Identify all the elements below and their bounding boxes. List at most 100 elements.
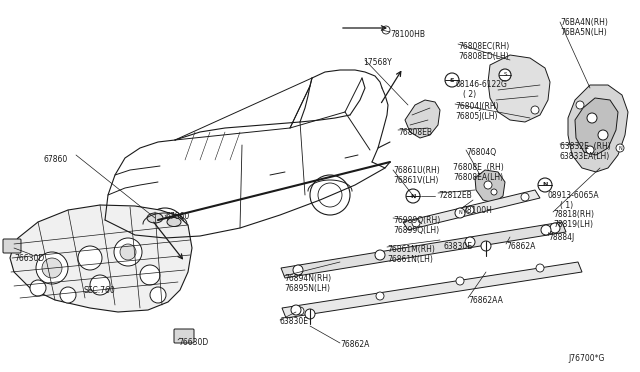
Circle shape (291, 305, 301, 315)
Circle shape (60, 287, 76, 303)
Polygon shape (488, 55, 550, 122)
Text: 08913-6065A: 08913-6065A (548, 191, 600, 200)
Text: 76804Q: 76804Q (466, 148, 496, 157)
Circle shape (296, 307, 304, 315)
Circle shape (481, 241, 491, 251)
Circle shape (586, 146, 594, 154)
Circle shape (455, 208, 465, 218)
Text: 76894N(RH): 76894N(RH) (284, 274, 331, 283)
Circle shape (456, 277, 464, 285)
Circle shape (376, 292, 384, 300)
Polygon shape (281, 222, 566, 278)
Text: 78100H: 78100H (462, 206, 492, 215)
Text: 63830E: 63830E (280, 317, 309, 326)
Text: 78818(RH): 78818(RH) (553, 210, 594, 219)
Text: N: N (458, 211, 462, 215)
Polygon shape (475, 170, 505, 203)
Circle shape (382, 26, 390, 34)
Text: 76861M(RH): 76861M(RH) (387, 245, 435, 254)
Circle shape (375, 250, 385, 260)
Text: 76989Q(RH): 76989Q(RH) (393, 216, 440, 225)
Text: 76899Q(LH): 76899Q(LH) (393, 226, 439, 235)
Circle shape (491, 189, 497, 195)
Text: 76895N(LH): 76895N(LH) (284, 284, 330, 293)
Circle shape (598, 130, 608, 140)
Text: 67860: 67860 (44, 155, 68, 164)
Text: 76861N(LH): 76861N(LH) (387, 255, 433, 264)
Circle shape (310, 175, 350, 215)
Circle shape (465, 237, 475, 247)
Text: 72812EB: 72812EB (438, 191, 472, 200)
Text: J76700*G: J76700*G (568, 354, 604, 363)
Text: 63830E: 63830E (444, 242, 473, 251)
Text: 63833EA(LH): 63833EA(LH) (560, 152, 611, 161)
Circle shape (293, 265, 303, 275)
Text: N: N (410, 193, 416, 199)
Text: SEC.760: SEC.760 (84, 286, 116, 295)
Circle shape (521, 193, 529, 201)
Circle shape (616, 144, 624, 152)
Text: 78100HB: 78100HB (390, 30, 425, 39)
Text: 76804J(RH): 76804J(RH) (455, 102, 499, 111)
Polygon shape (568, 85, 628, 172)
Polygon shape (405, 100, 440, 138)
Text: S: S (503, 73, 507, 77)
Text: 78819(LH): 78819(LH) (553, 220, 593, 229)
Text: N: N (618, 145, 622, 151)
Circle shape (550, 223, 560, 233)
Text: N: N (542, 183, 548, 187)
Circle shape (42, 258, 62, 278)
Circle shape (114, 238, 142, 266)
Text: 67860: 67860 (165, 212, 189, 221)
Circle shape (531, 106, 539, 114)
Text: 76862A: 76862A (506, 242, 536, 251)
Circle shape (536, 264, 544, 272)
Circle shape (150, 287, 166, 303)
Text: 76861V(LH): 76861V(LH) (393, 176, 438, 185)
Circle shape (412, 219, 420, 227)
Polygon shape (403, 190, 540, 230)
Circle shape (541, 225, 551, 235)
Text: 63832E  (RH): 63832E (RH) (560, 142, 611, 151)
Polygon shape (575, 98, 618, 155)
Polygon shape (10, 205, 192, 312)
Circle shape (90, 275, 110, 295)
Circle shape (140, 265, 160, 285)
Circle shape (499, 69, 511, 81)
Text: 78884J: 78884J (548, 233, 574, 242)
Circle shape (538, 178, 552, 192)
Text: 08146-6122G: 08146-6122G (455, 80, 507, 89)
Text: 76862A: 76862A (340, 340, 369, 349)
Circle shape (153, 216, 177, 240)
Text: 76BA5N(LH): 76BA5N(LH) (560, 28, 607, 37)
Text: 76862AA: 76862AA (468, 296, 503, 305)
Ellipse shape (167, 218, 181, 227)
Ellipse shape (147, 213, 163, 223)
Circle shape (120, 244, 136, 260)
Circle shape (30, 280, 46, 296)
Text: 76808EA(LH): 76808EA(LH) (453, 173, 503, 182)
Text: 76805J(LH): 76805J(LH) (455, 112, 497, 121)
Circle shape (466, 206, 474, 214)
Circle shape (576, 101, 584, 109)
FancyBboxPatch shape (174, 329, 194, 343)
Text: 76808ED(LH): 76808ED(LH) (458, 52, 509, 61)
Text: 76861U(RH): 76861U(RH) (393, 166, 440, 175)
Circle shape (318, 183, 342, 207)
Circle shape (484, 181, 492, 189)
Text: 76808E  (RH): 76808E (RH) (453, 163, 504, 172)
Polygon shape (282, 262, 582, 318)
Circle shape (145, 208, 185, 248)
FancyBboxPatch shape (3, 239, 21, 253)
Text: 76630D: 76630D (178, 338, 208, 347)
Text: 17568Y: 17568Y (363, 58, 392, 67)
Circle shape (445, 73, 459, 87)
Text: 76808EC(RH): 76808EC(RH) (458, 42, 509, 51)
Circle shape (305, 309, 315, 319)
Circle shape (587, 113, 597, 123)
Text: ( 2): ( 2) (463, 90, 476, 99)
Text: 76808EB: 76808EB (398, 128, 432, 137)
Text: 76BA4N(RH): 76BA4N(RH) (560, 18, 608, 27)
Circle shape (36, 252, 68, 284)
Text: 76630D: 76630D (14, 254, 44, 263)
